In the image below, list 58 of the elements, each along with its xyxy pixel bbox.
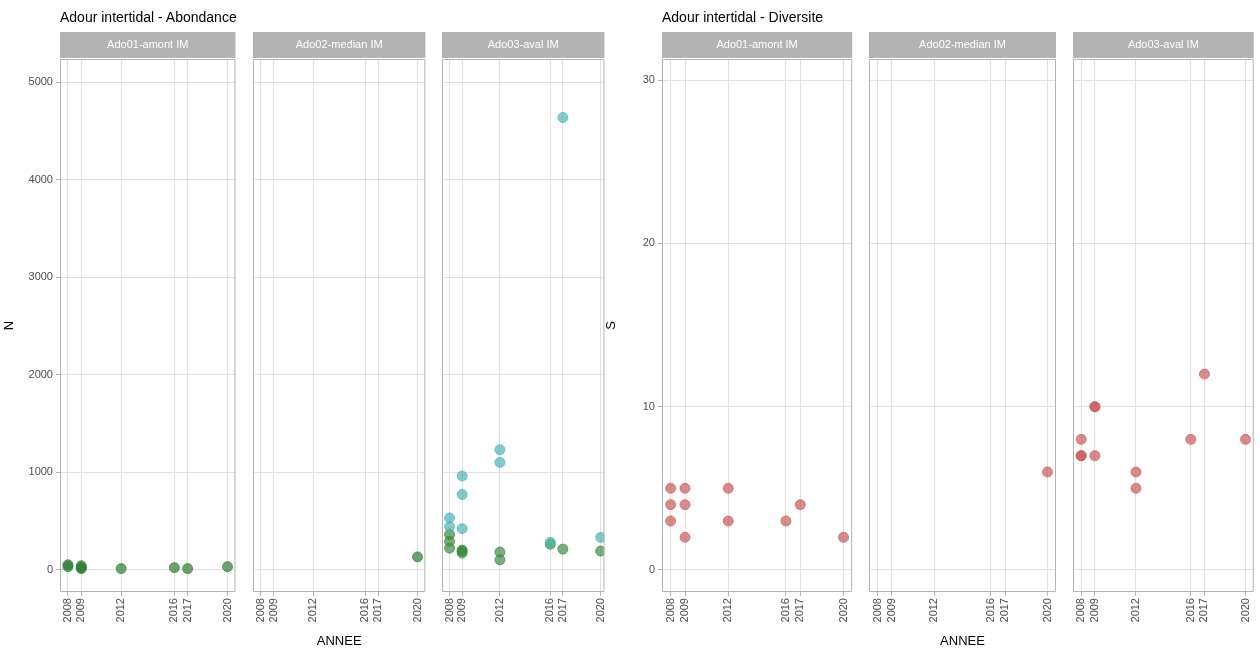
x-tick-label: 2016 [358,598,371,623]
y-tick-label: 10 [642,399,655,412]
chart-title: Adour intertidal - Diversite [662,9,824,25]
x-tick-label: 2016 [543,598,556,623]
x-tick-label: 2017 [555,598,568,623]
x-tick-label: 2009 [74,598,87,623]
x-tick-label: 2017 [1197,598,1210,623]
y-tick-label: 30 [642,73,655,86]
chart-subtitle: Ado01-amont IM [107,38,189,51]
x-tick-label: 2012 [1129,598,1142,623]
x-tick-label: 2012 [721,598,734,623]
x-tick-label: 2012 [114,598,127,623]
x-tick-label: 2008 [870,598,883,623]
x-tick-label: 2020 [1040,598,1053,623]
y-tick-label: 0 [648,562,655,575]
x-tick-label: 2008 [253,598,266,623]
x-tick-label: 2017 [180,598,193,623]
x-tick-label: 2020 [836,598,849,623]
x-tick-label: 2016 [983,598,996,623]
x-tick-label: 2016 [1183,598,1196,623]
y-tick-label: 2000 [28,367,53,380]
x-tick-label: 2012 [492,598,505,623]
x-tick-label: 2020 [410,598,423,623]
y-tick-label: 3000 [28,270,53,283]
x-tick-label: 2009 [884,598,897,623]
x-tick-label: 2008 [442,598,455,623]
x-tick-label: 2012 [927,598,940,623]
chart-title: Adour intertidal - Abondance [60,9,237,25]
chart-subtitle: Ado01-amont IM [716,38,798,51]
x-tick-label: 2009 [1087,598,1100,623]
x-tick-label: 2008 [1074,598,1087,623]
x-axis-title: ANNEE [940,632,986,648]
x-tick-label: 2009 [678,598,691,623]
x-tick-label: 2009 [266,598,279,623]
x-tick-label: 2017 [371,598,384,623]
y-axis-title: S [603,320,619,330]
y-tick-label: 1000 [28,465,53,478]
x-axis-title: ANNEE [316,632,362,648]
chart-subtitle: Ado03-aval IM [1127,38,1199,51]
y-tick-label: 0 [46,562,53,575]
x-tick-label: 2008 [663,598,676,623]
x-tick-label: 2017 [998,598,1011,623]
y-axis-title: N [1,320,17,331]
y-tick-label: 20 [642,236,655,249]
x-tick-label: 2012 [306,598,319,623]
chart-subtitle: Ado02-median IM [295,38,383,51]
x-tick-label: 2008 [61,598,74,623]
y-tick-label: 5000 [28,75,53,88]
x-tick-label: 2009 [455,598,468,623]
x-tick-label: 2020 [1238,598,1251,623]
x-tick-label: 2020 [220,598,233,623]
x-tick-label: 2016 [778,598,791,623]
chart-subtitle: Ado02-median IM [919,38,1006,51]
y-tick-label: 4000 [28,172,53,185]
chart-subtitle: Ado03-aval IM [487,38,559,51]
x-tick-label: 2020 [593,598,606,623]
x-tick-label: 2016 [167,598,180,623]
x-tick-label: 2017 [793,598,806,623]
